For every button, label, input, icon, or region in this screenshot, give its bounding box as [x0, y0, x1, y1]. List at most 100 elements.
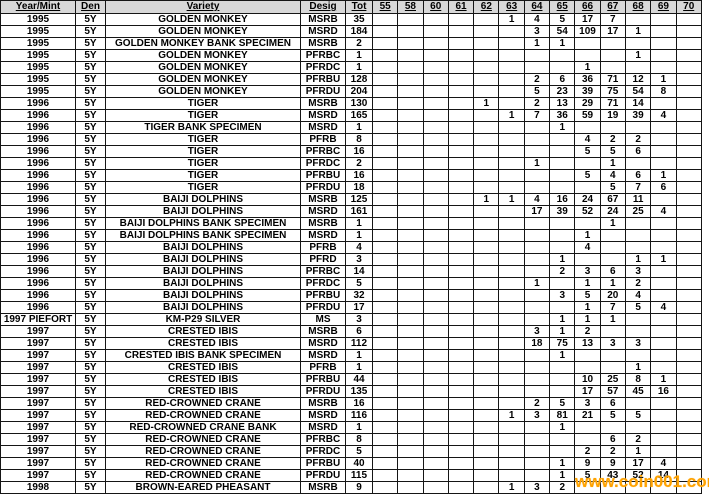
grade-cell [473, 349, 500, 362]
grade-cell [624, 325, 652, 338]
year-cell: 1997 PIEFORT [0, 313, 76, 326]
grade-cell [422, 169, 449, 182]
grade-cell: 12 [624, 73, 652, 86]
grade-cell [422, 289, 449, 302]
grade-cell: 4 [650, 457, 677, 470]
grade-cell: 4 [523, 13, 551, 26]
grade-cell: 5 [599, 409, 626, 422]
grade-cell [650, 361, 677, 374]
grade-cell [574, 217, 601, 230]
grade-cell: 3 [549, 289, 576, 302]
tot-cell: 116 [345, 409, 373, 422]
grade-cell: 2 [624, 277, 652, 290]
grade-cell [371, 445, 399, 458]
desig-cell: PFRD [300, 253, 346, 266]
grade-cell [549, 301, 576, 314]
grade-cell [498, 121, 525, 134]
den-cell: 5Y [75, 121, 106, 134]
desig-cell: MSRB [300, 97, 346, 110]
grade-cell [675, 445, 702, 458]
grade-cell [371, 277, 399, 290]
den-cell: 5Y [75, 205, 106, 218]
grade-cell [675, 25, 702, 38]
grade-cell [473, 181, 500, 194]
grade-cell: 1 [574, 277, 601, 290]
grade-cell [473, 73, 500, 86]
grade-cell [397, 169, 424, 182]
grade-cell [473, 217, 500, 230]
table-row: 1995 5Y GOLDEN MONKEY PFRBC 1 1 [0, 49, 702, 62]
den-cell: 5Y [75, 133, 106, 146]
grade-cell [397, 433, 424, 446]
desig-cell: PFRBC [300, 145, 346, 158]
grade-cell [447, 421, 475, 434]
table-row: 1996 5Y TIGER BANK SPECIMEN MSRD 1 1 [0, 121, 702, 134]
variety-cell: GOLDEN MONKEY [105, 85, 301, 98]
grade-cell: 9 [599, 457, 626, 470]
grade-cell: 3 [624, 337, 652, 350]
table-row: 1997 5Y RED-CROWNED CRANE PFRBC 8 6 2 [0, 433, 702, 446]
grade-cell: 1 [549, 253, 576, 266]
variety-cell: RED-CROWNED CRANE [105, 409, 301, 422]
grade-cell: 1 [549, 325, 576, 338]
year-cell: 1995 [0, 49, 76, 62]
grade-cell [624, 313, 652, 326]
table-row: 1997 5Y RED-CROWNED CRANE PFRDU 115 1 5 43 52 14 [0, 469, 702, 482]
grade-cell [371, 157, 399, 170]
grade-cell: 75 [549, 337, 576, 350]
grade-cell [675, 85, 702, 98]
grade-cell [422, 25, 449, 38]
grade-cell [599, 49, 626, 62]
table-row: 1997 5Y CRESTED IBIS BANK SPECIMEN MSRD 1 1 [0, 349, 702, 362]
grade-cell [523, 145, 551, 158]
variety-cell: TIGER BANK SPECIMEN [105, 121, 301, 134]
year-cell: 1997 [0, 469, 76, 482]
grade-cell [574, 433, 601, 446]
grade-cell: 2 [574, 325, 601, 338]
table-row: 1997 5Y CRESTED IBIS PFRDU 135 17 57 45 16 [0, 385, 702, 398]
grade-cell [498, 145, 525, 158]
grade-cell [498, 157, 525, 170]
grade-cell [498, 361, 525, 374]
table-row: 1996 5Y BAIJI DOLPHINS PFRB 4 4 [0, 241, 702, 254]
variety-cell: RED-CROWNED CRANE [105, 457, 301, 470]
grade-cell [447, 265, 475, 278]
grade-cell [675, 409, 702, 422]
grade-cell [473, 229, 500, 242]
grade-cell [675, 385, 702, 398]
grade-cell: 39 [624, 109, 652, 122]
grade-cell: 7 [599, 13, 626, 26]
variety-cell: CRESTED IBIS [105, 361, 301, 374]
tot-cell: 3 [345, 313, 373, 326]
grade-cell [650, 145, 677, 158]
grade-cell [498, 61, 525, 74]
tot-cell: 4 [345, 241, 373, 254]
variety-cell: BAIJI DOLPHINS [105, 277, 301, 290]
column-header: 63 [498, 0, 525, 14]
grade-cell [397, 469, 424, 482]
den-cell: 5Y [75, 13, 106, 26]
desig-cell: PFRBC [300, 49, 346, 62]
desig-cell: MSRB [300, 325, 346, 338]
grade-cell: 17 [574, 385, 601, 398]
grade-cell [650, 337, 677, 350]
grade-cell [675, 301, 702, 314]
grade-cell [397, 397, 424, 410]
grade-cell [624, 421, 652, 434]
den-cell: 5Y [75, 97, 106, 110]
grade-cell [473, 289, 500, 302]
grade-cell [675, 145, 702, 158]
grade-cell: 36 [549, 109, 576, 122]
column-header: Tot [345, 0, 373, 14]
grade-cell: 2 [523, 97, 551, 110]
tot-cell: 115 [345, 469, 373, 482]
grade-cell [371, 301, 399, 314]
desig-cell: PFRDC [300, 277, 346, 290]
grade-cell: 7 [523, 109, 551, 122]
grade-cell [498, 169, 525, 182]
grade-cell [447, 469, 475, 482]
grade-cell [624, 61, 652, 74]
grade-cell [599, 421, 626, 434]
desig-cell: PFRBC [300, 265, 346, 278]
tot-cell: 32 [345, 289, 373, 302]
